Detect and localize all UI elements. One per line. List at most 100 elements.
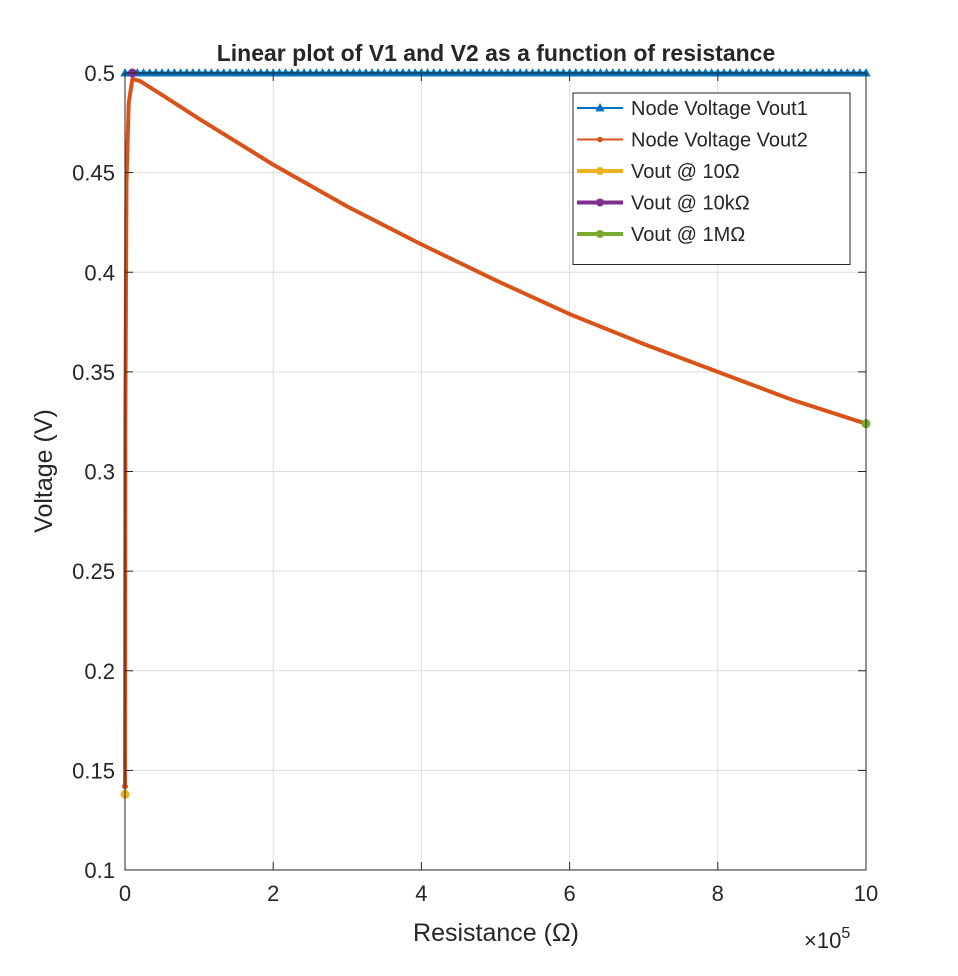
data-point bbox=[398, 67, 408, 77]
data-point bbox=[830, 67, 840, 77]
chart-title: Linear plot of V1 and V2 as a function o… bbox=[217, 40, 776, 66]
x-exponent-base: ×10 bbox=[804, 928, 841, 953]
data-point bbox=[361, 67, 371, 77]
data-point bbox=[811, 67, 822, 77]
y-tick-label: 0.25 bbox=[72, 559, 115, 584]
legend-label: Node Voltage Vout1 bbox=[631, 98, 808, 120]
data-point bbox=[836, 67, 847, 77]
data-point bbox=[626, 67, 637, 77]
y-tick-label: 0.4 bbox=[84, 260, 115, 285]
y-tick-label: 0.5 bbox=[84, 61, 115, 86]
series-line bbox=[123, 76, 867, 787]
data-point bbox=[280, 67, 291, 77]
data-point bbox=[262, 67, 272, 77]
data-point bbox=[669, 67, 680, 77]
data-point bbox=[589, 67, 600, 77]
legend-marker bbox=[595, 102, 605, 112]
data-point bbox=[601, 67, 612, 77]
data-point bbox=[638, 67, 649, 77]
data-point bbox=[688, 67, 698, 77]
data-point bbox=[496, 67, 507, 77]
data-point bbox=[175, 67, 186, 77]
data-point bbox=[138, 67, 149, 77]
data-point bbox=[453, 67, 464, 77]
data-point bbox=[144, 67, 155, 77]
data-point bbox=[466, 67, 476, 77]
data-point bbox=[274, 67, 285, 77]
data-point bbox=[756, 67, 766, 77]
data-point bbox=[305, 67, 315, 77]
data-point bbox=[855, 67, 865, 77]
data-point bbox=[447, 67, 457, 77]
x-exponent-power: 5 bbox=[841, 925, 850, 942]
legend: Node Voltage Vout1 Node Voltage Vout2 Vout… bbox=[572, 92, 851, 265]
data-point bbox=[206, 67, 217, 77]
data-point bbox=[546, 67, 556, 77]
data-point bbox=[429, 67, 439, 77]
data-point bbox=[342, 67, 353, 77]
data-point bbox=[842, 67, 853, 77]
data-point bbox=[404, 67, 414, 77]
data-point bbox=[237, 67, 248, 77]
data-point bbox=[663, 67, 674, 77]
data-point bbox=[725, 67, 735, 77]
data-point bbox=[657, 67, 667, 77]
data-point bbox=[848, 67, 859, 77]
data-point bbox=[614, 67, 624, 77]
data-point bbox=[293, 67, 303, 77]
data-point bbox=[515, 67, 525, 77]
data-point bbox=[737, 67, 748, 77]
data-point bbox=[391, 67, 402, 77]
data-point bbox=[676, 67, 686, 77]
data-point bbox=[422, 67, 433, 77]
data-point bbox=[824, 67, 834, 77]
data-point bbox=[608, 67, 618, 77]
data-point bbox=[805, 67, 816, 77]
y-axis-label: Voltage (V) bbox=[30, 409, 58, 533]
data-point bbox=[799, 67, 809, 77]
legend-label: Vout @ 10Ω bbox=[631, 161, 740, 183]
data-point bbox=[774, 67, 785, 77]
data-point bbox=[472, 67, 482, 77]
data-point bbox=[188, 67, 198, 77]
x-tick-label: 10 bbox=[854, 881, 878, 906]
data-point bbox=[219, 67, 229, 77]
ticks: 0 2 4 6 8 10 0.1 0.15 0.2 0.25 0.3 0.35 0.4 0.45 0.5 bbox=[72, 61, 878, 906]
data-point bbox=[694, 67, 704, 77]
data-point bbox=[256, 67, 266, 77]
x-tick-label: 6 bbox=[563, 881, 575, 906]
data-point bbox=[818, 67, 828, 77]
x-exponent-label: ×105 bbox=[804, 925, 850, 953]
data-point bbox=[459, 67, 470, 77]
data-point bbox=[595, 67, 606, 77]
y-tick-label: 0.45 bbox=[72, 161, 115, 186]
data-point bbox=[787, 67, 797, 77]
data-point bbox=[521, 67, 532, 77]
data-point bbox=[781, 67, 791, 77]
data-point bbox=[194, 67, 204, 77]
data-point bbox=[682, 67, 692, 77]
y-tick-label: 0.3 bbox=[84, 460, 115, 485]
data-point bbox=[503, 67, 513, 77]
legend-item: Vout @ 10kΩ bbox=[577, 193, 750, 215]
data-point bbox=[435, 67, 445, 77]
data-point bbox=[527, 67, 538, 77]
data-point bbox=[182, 67, 192, 77]
legend-label: Vout @ 1MΩ bbox=[631, 224, 745, 246]
data-point bbox=[373, 67, 383, 77]
data-point bbox=[311, 67, 322, 77]
data-point bbox=[225, 67, 235, 77]
data-point bbox=[552, 67, 562, 77]
x-tick-label: 4 bbox=[415, 881, 427, 906]
legend-marker bbox=[597, 136, 603, 143]
data-point bbox=[719, 67, 729, 77]
data-point bbox=[169, 67, 180, 77]
data-point bbox=[484, 67, 495, 77]
data-point bbox=[354, 67, 365, 77]
legend-item: Vout @ 10Ω bbox=[577, 161, 740, 183]
y-tick-label: 0.2 bbox=[84, 659, 115, 684]
data-point bbox=[441, 67, 451, 77]
data-point bbox=[324, 67, 334, 77]
legend-marker bbox=[596, 230, 604, 238]
